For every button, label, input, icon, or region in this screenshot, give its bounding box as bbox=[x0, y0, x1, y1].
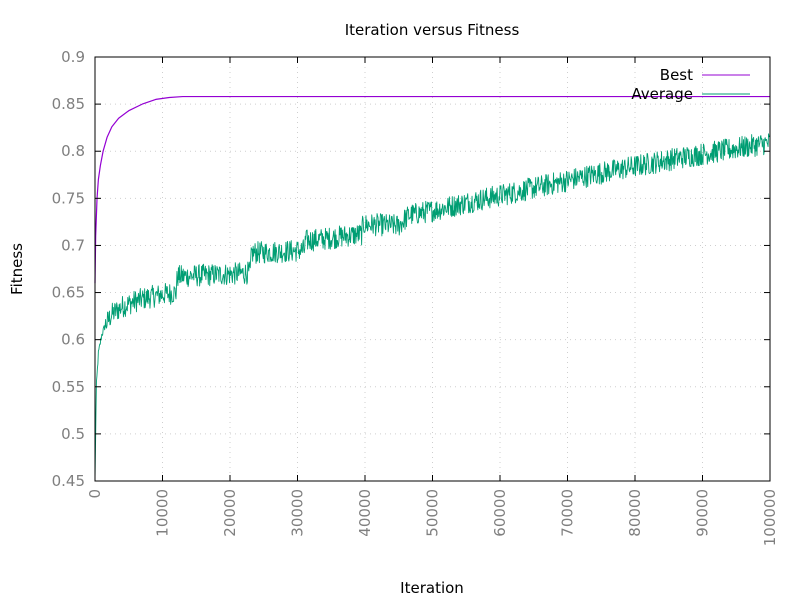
x-tick-label: 10000 bbox=[154, 489, 172, 537]
y-tick-label: 0.9 bbox=[61, 48, 85, 66]
series-line-average bbox=[94, 133, 771, 480]
x-tick-label: 20000 bbox=[221, 489, 239, 537]
x-tick-label: 0 bbox=[86, 489, 104, 499]
x-tick-label: 100000 bbox=[761, 489, 779, 546]
y-tick-label: 0.55 bbox=[52, 378, 85, 396]
series-line-best bbox=[94, 95, 770, 284]
ticks: 0.45 0.5 0.55 0.6 0.65 0.7 0.75 0.8 0.85 0.9 0 1000… bbox=[52, 48, 779, 546]
x-tick-label: 90000 bbox=[694, 489, 712, 537]
y-tick-label: 0.7 bbox=[61, 236, 85, 254]
y-tick-label: 0.8 bbox=[61, 142, 85, 160]
y-tick-label: 0.65 bbox=[52, 284, 85, 302]
legend-label-average: Average bbox=[631, 85, 693, 103]
y-tick-label: 0.6 bbox=[61, 331, 85, 349]
x-axis-title: Iteration bbox=[400, 579, 464, 597]
x-tick-label: 80000 bbox=[626, 489, 644, 537]
x-tick-label: 30000 bbox=[289, 489, 307, 537]
y-axis-title: Fitness bbox=[8, 243, 26, 295]
y-tick-label: 0.85 bbox=[52, 95, 85, 113]
y-tick-label: 0.5 bbox=[61, 425, 85, 443]
legend: Best Average bbox=[631, 66, 750, 103]
y-tick-label: 0.75 bbox=[52, 189, 85, 207]
x-tick-label: 70000 bbox=[559, 489, 577, 537]
grid bbox=[95, 57, 770, 481]
x-tick-label: 50000 bbox=[424, 489, 442, 537]
series-layer bbox=[94, 95, 771, 480]
chart-title: Iteration versus Fitness bbox=[345, 21, 520, 39]
x-tick-label: 40000 bbox=[356, 489, 374, 537]
legend-label-best: Best bbox=[660, 66, 693, 84]
x-tick-label: 60000 bbox=[491, 489, 509, 537]
y-tick-label: 0.45 bbox=[52, 472, 85, 490]
